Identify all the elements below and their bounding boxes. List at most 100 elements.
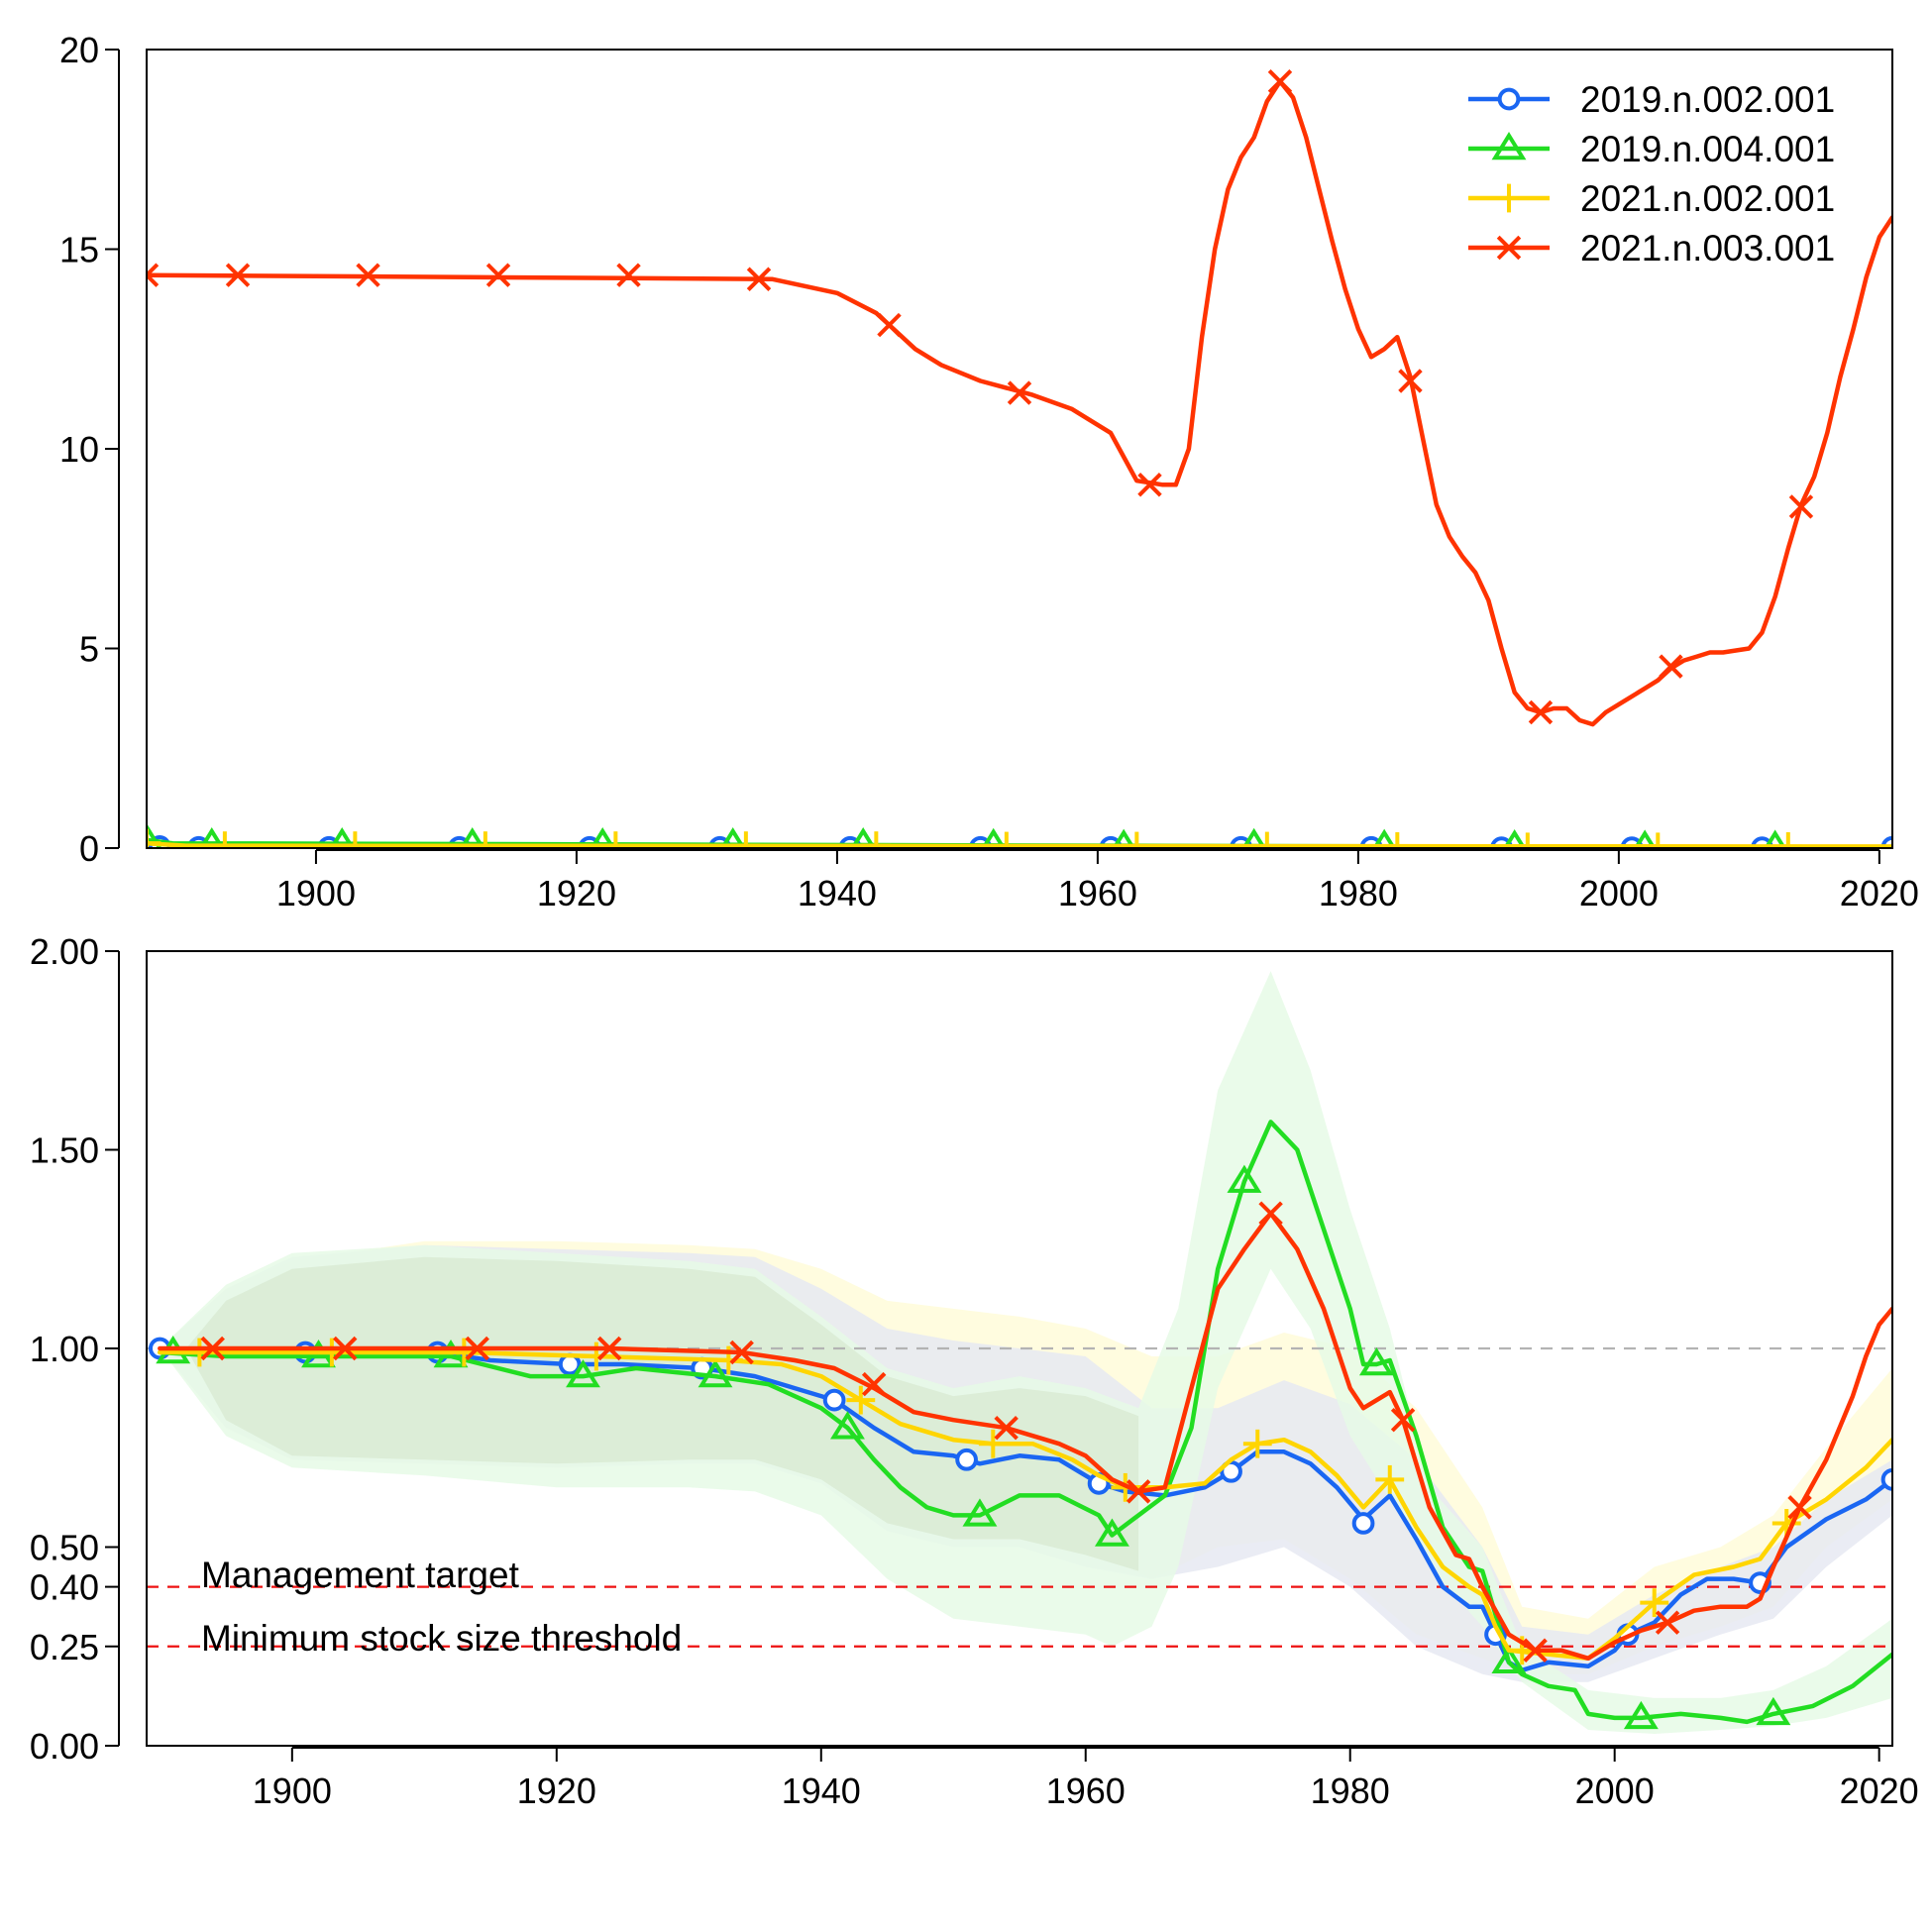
marker-2019-n-004-001-4 bbox=[698, 1359, 733, 1388]
marker-2021-n-003-001-12 bbox=[1787, 1495, 1812, 1520]
series-2021-n-003-001 bbox=[147, 69, 1892, 727]
bottom-y-axis: 0.00 0.25 0.400.50 1.00 1.50 2.00 bbox=[30, 931, 120, 1767]
marker-2021-n-003-001-8 bbox=[1258, 1201, 1283, 1226]
band-overlap bbox=[186, 1256, 1139, 1571]
marker-2021-n-003-001-4 bbox=[729, 1340, 754, 1365]
top-plot-frame bbox=[146, 49, 1893, 849]
legend-label-2019-n-004-001: 2019.n.004.001 bbox=[1580, 129, 1835, 169]
marker-2019-n-002-001-5 bbox=[822, 1388, 846, 1412]
marker-2021-n-002-001-11 bbox=[1640, 1588, 1669, 1618]
bottom-y-tick-label-2-00: 2.00 bbox=[30, 931, 99, 972]
marker-2021-n-003-001-3 bbox=[596, 1336, 622, 1361]
marker-2021-n-003-001-8-b bbox=[1137, 473, 1162, 497]
top-x-tick-label-2020: 2020 bbox=[1840, 873, 1919, 913]
legend-marker-2021-n-002-001 bbox=[1494, 183, 1524, 213]
marker-2021-n-003-001-4 bbox=[616, 263, 641, 287]
marker-2021-n-003-001-3-b bbox=[596, 1336, 622, 1361]
marker-2021-n-002-001-3 bbox=[471, 831, 500, 848]
series-line-2021-n-003-001 bbox=[147, 78, 1892, 727]
marker-2021-n-003-001-6-b bbox=[877, 312, 902, 338]
marker-2021-n-003-001-13 bbox=[1788, 494, 1814, 519]
marker-2019-n-004-001-8 bbox=[1112, 828, 1136, 848]
marker-2021-n-003-001-7-b bbox=[1007, 380, 1032, 405]
marker-2019-n-004-001-10 bbox=[1372, 828, 1397, 848]
marker-2021-n-003-001-10 bbox=[1398, 369, 1423, 393]
marker-2019-n-004-001-12 bbox=[1756, 1696, 1791, 1726]
marker-2019-n-004-001-6 bbox=[850, 826, 877, 848]
top-x-tick-label-1900: 1900 bbox=[276, 873, 356, 913]
marker-2021-n-002-001-13 bbox=[1773, 831, 1803, 848]
marker-2021-n-002-001-5 bbox=[731, 831, 761, 848]
legend-label-2021-n-002-001: 2021.n.002.001 bbox=[1580, 178, 1835, 219]
marker-2019-n-004-001-5 bbox=[719, 826, 746, 848]
marker-2021-n-003-001-7-b bbox=[1126, 1479, 1151, 1504]
marker-2021-n-002-001-9 bbox=[1375, 1464, 1405, 1494]
series-line-2021-n-002-001 bbox=[158, 1349, 1892, 1662]
marker-2021-n-003-001-4-b bbox=[616, 263, 641, 287]
bottom-x-tick-label-2000: 2000 bbox=[1575, 1771, 1655, 1811]
marker-2021-n-003-001-1-b bbox=[225, 263, 251, 287]
top-y-tick-label-20: 20 bbox=[59, 30, 99, 70]
management-target-label: Management target bbox=[201, 1555, 520, 1595]
bottom-y-tick-label-0-50: 0.50 bbox=[30, 1528, 99, 1568]
marker-2021-n-003-001-2 bbox=[356, 263, 380, 287]
bottom-series-layer bbox=[148, 1120, 1892, 1730]
bottom-x-tick-label-1900: 1900 bbox=[253, 1771, 332, 1811]
panel-bottom: Management target Minimum stock size thr… bbox=[30, 931, 1919, 1811]
bottom-y-tick-label-0-40: 0.40 bbox=[30, 1567, 99, 1608]
series-2021-n-002-001 bbox=[147, 828, 1892, 848]
bottom-y-tick-label-0-00: 0.00 bbox=[30, 1726, 99, 1767]
marker-2021-n-003-001-6-b bbox=[994, 1415, 1019, 1441]
marker-2021-n-003-001-2 bbox=[465, 1336, 489, 1361]
marker-2021-n-003-001-1-b bbox=[333, 1336, 358, 1361]
marker-2021-n-003-001-10 bbox=[1523, 1638, 1548, 1663]
top-y-tick-label-0: 0 bbox=[79, 828, 99, 869]
top-x-tick-label-2000: 2000 bbox=[1579, 873, 1659, 913]
legend-label-2021-n-003-001: 2021.n.003.001 bbox=[1580, 228, 1835, 268]
bottom-x-tick-label-2020: 2020 bbox=[1840, 1771, 1919, 1811]
marker-2021-n-002-001-7 bbox=[992, 831, 1021, 848]
band-2019-n-004-001 bbox=[160, 971, 1892, 1734]
marker-2021-n-002-001-5 bbox=[846, 1385, 876, 1415]
marker-2021-n-002-001-1 bbox=[210, 831, 240, 848]
bottom-y-tick-label-1-50: 1.50 bbox=[30, 1130, 99, 1171]
marker-2019-n-004-001-0 bbox=[147, 822, 162, 848]
series-2021-n-002-001 bbox=[158, 1338, 1892, 1665]
marker-2021-n-003-001-9-b bbox=[1390, 1407, 1416, 1433]
bottom-y-tick-label-1-00: 1.00 bbox=[30, 1329, 99, 1369]
marker-2021-n-003-001-12-b bbox=[1787, 1495, 1812, 1520]
marker-2021-n-003-001-5-b bbox=[746, 267, 772, 291]
marker-2021-n-003-001-0-b bbox=[200, 1336, 225, 1361]
marker-2021-n-003-001-0-b bbox=[147, 263, 160, 278]
marker-2019-n-002-001-6 bbox=[955, 1448, 978, 1471]
marker-2021-n-002-001-6 bbox=[861, 831, 891, 848]
marker-2021-n-002-001-9 bbox=[1252, 831, 1282, 848]
marker-2019-n-002-001-13 bbox=[1880, 1467, 1892, 1491]
marker-2019-n-004-001-4 bbox=[590, 826, 616, 848]
marker-2021-n-003-001-0-a bbox=[147, 271, 160, 287]
marker-2021-n-003-001-0 bbox=[200, 1336, 225, 1361]
marker-2021-n-002-001-0 bbox=[147, 828, 161, 848]
top-y-axis: 0 5 10 15 20 bbox=[59, 30, 120, 869]
bottom-x-tick-label-1960: 1960 bbox=[1046, 1771, 1126, 1811]
legend-item-2019-n-002-001: 2019.n.002.001 bbox=[1468, 79, 1835, 120]
marker-2021-n-003-001-9 bbox=[1267, 69, 1293, 94]
top-x-tick-label-1940: 1940 bbox=[798, 873, 877, 913]
bottom-plot-frame bbox=[146, 950, 1893, 1747]
top-y-tick-label-10: 10 bbox=[59, 429, 99, 470]
legend-item-2019-n-004-001: 2019.n.004.001 bbox=[1468, 129, 1835, 169]
legend-item-2021-n-003-001: 2021.n.003.001 bbox=[1468, 228, 1835, 268]
marker-2021-n-002-001-6 bbox=[978, 1429, 1008, 1458]
marker-2021-n-003-001-2-b bbox=[465, 1336, 489, 1361]
series-line-2019-n-002-001 bbox=[158, 1345, 1892, 1673]
marker-2021-n-003-001-4-b bbox=[729, 1340, 754, 1365]
series-2021-n-003-001 bbox=[158, 1201, 1892, 1663]
marker-2021-n-002-001-11 bbox=[1513, 832, 1543, 848]
top-y-tick-label-15: 15 bbox=[59, 230, 99, 270]
marker-2021-n-003-001-11 bbox=[1528, 699, 1554, 725]
bottom-x-tick-label-1980: 1980 bbox=[1311, 1771, 1390, 1811]
marker-2021-n-003-001-5 bbox=[746, 267, 772, 291]
marker-2021-n-003-001-0 bbox=[147, 263, 160, 287]
marker-2021-n-003-001-3-b bbox=[485, 263, 511, 287]
